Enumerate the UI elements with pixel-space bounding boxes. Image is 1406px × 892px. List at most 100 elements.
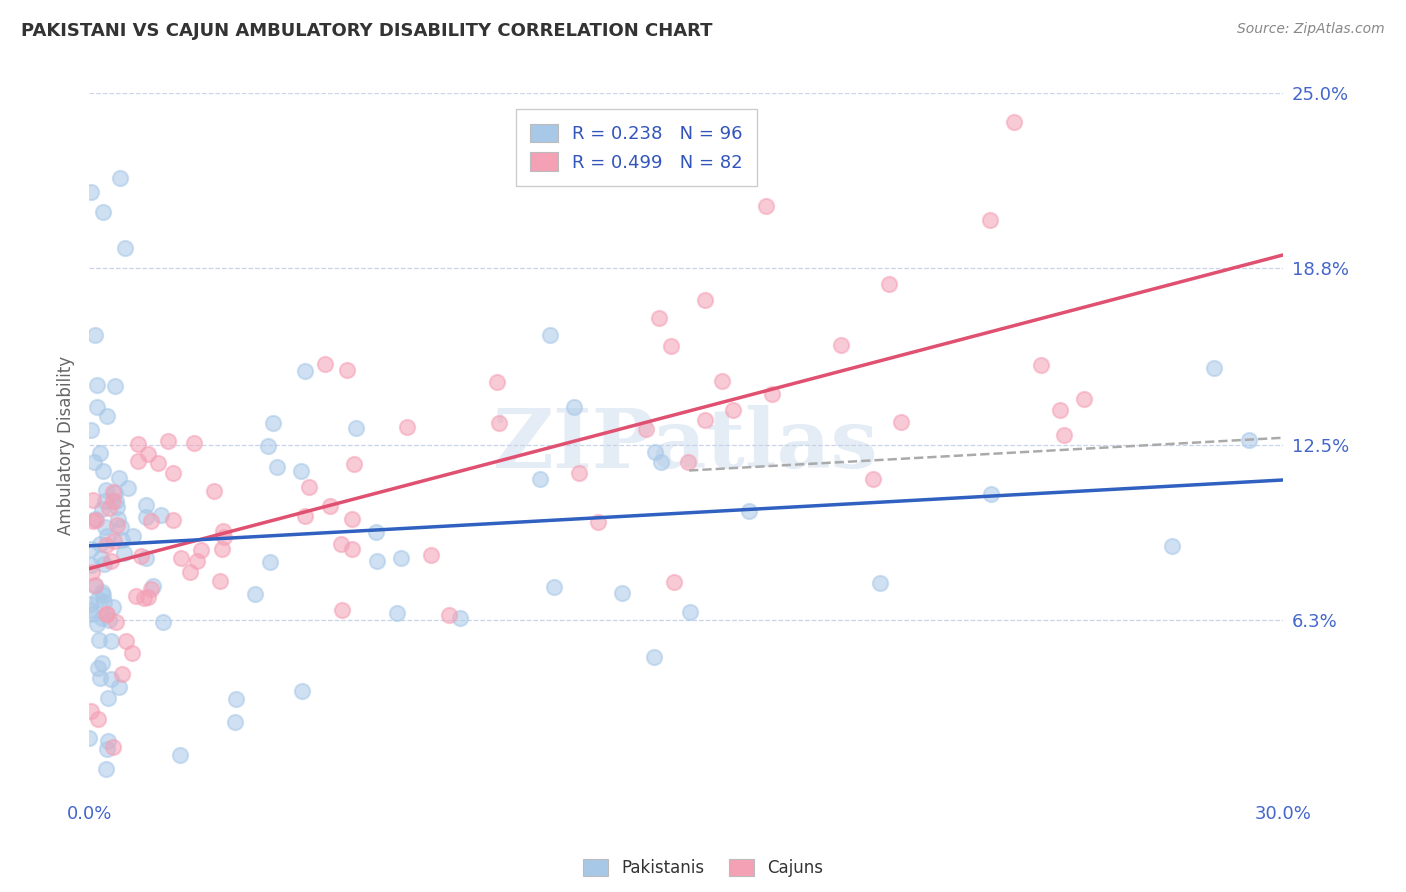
Point xyxy=(877,277,900,291)
Point xyxy=(1161,540,1184,554)
Point xyxy=(139,582,162,596)
Point xyxy=(80,558,103,573)
Point xyxy=(266,460,288,475)
Point xyxy=(212,524,235,538)
Point xyxy=(980,487,1002,501)
Point xyxy=(93,557,115,571)
Point xyxy=(104,379,127,393)
Point xyxy=(86,512,108,526)
Point xyxy=(543,580,565,594)
Point xyxy=(562,400,585,414)
Point xyxy=(1029,358,1052,372)
Text: PAKISTANI VS CAJUN AMBULATORY DISABILITY CORRELATION CHART: PAKISTANI VS CAJUN AMBULATORY DISABILITY… xyxy=(21,22,713,40)
Point xyxy=(830,338,852,352)
Point xyxy=(343,457,366,471)
Point xyxy=(135,498,157,512)
Legend: Pakistanis, Cajuns: Pakistanis, Cajuns xyxy=(576,852,830,884)
Point xyxy=(96,607,118,621)
Point xyxy=(94,607,117,621)
Point xyxy=(86,616,108,631)
Point xyxy=(1049,402,1071,417)
Point xyxy=(679,606,702,620)
Point xyxy=(104,615,127,629)
Point xyxy=(103,533,125,548)
Point xyxy=(96,529,118,543)
Point xyxy=(890,415,912,429)
Point xyxy=(139,514,162,528)
Point xyxy=(104,486,127,500)
Point xyxy=(259,555,281,569)
Point xyxy=(1002,114,1025,128)
Point xyxy=(290,464,312,478)
Point xyxy=(385,606,408,620)
Point xyxy=(693,413,716,427)
Point xyxy=(89,633,111,648)
Point xyxy=(96,741,118,756)
Point xyxy=(79,597,101,611)
Point xyxy=(869,576,891,591)
Point xyxy=(100,672,122,686)
Point xyxy=(568,467,591,481)
Point xyxy=(87,712,110,726)
Point xyxy=(755,199,778,213)
Point xyxy=(485,375,508,389)
Point xyxy=(183,436,205,450)
Point xyxy=(89,551,111,566)
Point xyxy=(83,579,105,593)
Point xyxy=(862,472,884,486)
Point xyxy=(94,483,117,498)
Point xyxy=(389,551,412,566)
Point xyxy=(152,615,174,629)
Point xyxy=(224,715,246,730)
Point xyxy=(82,565,104,579)
Point xyxy=(93,588,115,602)
Point xyxy=(79,603,101,617)
Point xyxy=(650,455,672,469)
Point xyxy=(82,492,104,507)
Point xyxy=(711,375,734,389)
Point xyxy=(98,501,121,516)
Point xyxy=(89,537,111,551)
Point xyxy=(84,512,107,526)
Point xyxy=(94,520,117,534)
Point xyxy=(125,589,148,603)
Point xyxy=(225,691,247,706)
Point xyxy=(678,455,700,469)
Point xyxy=(344,420,367,434)
Point xyxy=(93,595,115,609)
Point xyxy=(340,512,363,526)
Point xyxy=(329,537,352,551)
Point xyxy=(86,378,108,392)
Point xyxy=(121,529,143,543)
Y-axis label: Ambulatory Disability: Ambulatory Disability xyxy=(58,356,75,535)
Point xyxy=(636,422,658,436)
Point xyxy=(162,466,184,480)
Point xyxy=(294,509,316,524)
Point xyxy=(1202,361,1225,376)
Point xyxy=(138,591,160,605)
Point xyxy=(91,585,114,599)
Point xyxy=(291,684,314,698)
Point xyxy=(129,549,152,564)
Point xyxy=(132,591,155,605)
Point xyxy=(110,520,132,534)
Point xyxy=(979,213,1001,227)
Point xyxy=(135,551,157,566)
Point xyxy=(169,747,191,762)
Point xyxy=(1073,392,1095,406)
Point xyxy=(80,704,103,718)
Point xyxy=(94,538,117,552)
Point xyxy=(86,400,108,414)
Point xyxy=(98,613,121,627)
Point xyxy=(761,387,783,401)
Point xyxy=(149,508,172,522)
Point xyxy=(146,456,169,470)
Point xyxy=(91,610,114,624)
Point xyxy=(80,423,103,437)
Legend: R = 0.238   N = 96, R = 0.499   N = 82: R = 0.238 N = 96, R = 0.499 N = 82 xyxy=(516,110,756,186)
Point xyxy=(105,500,128,514)
Point xyxy=(96,734,118,748)
Point xyxy=(298,480,321,494)
Point xyxy=(121,646,143,660)
Point xyxy=(91,204,114,219)
